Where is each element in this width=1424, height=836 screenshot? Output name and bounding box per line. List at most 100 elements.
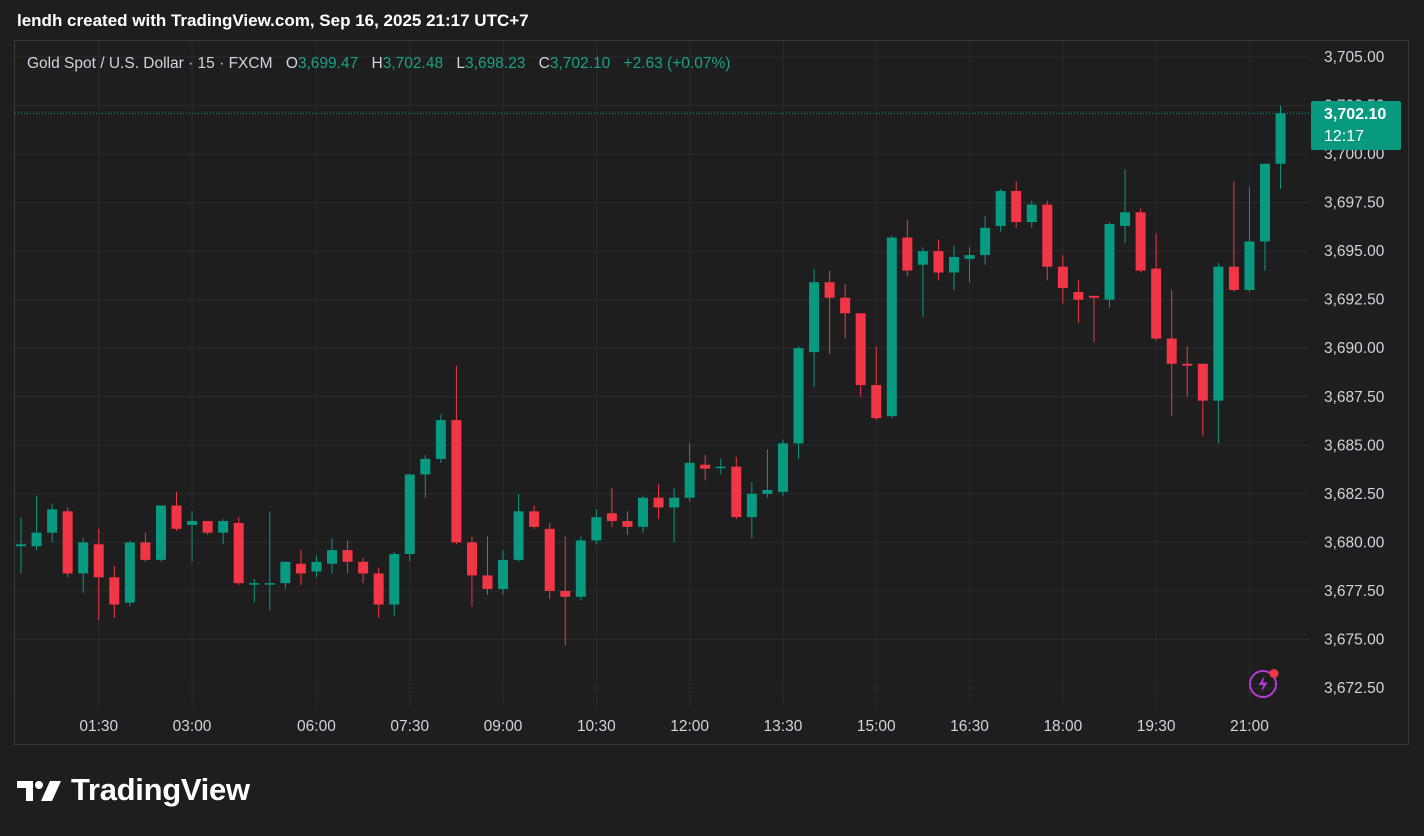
- last-price-tag: 3,702.10 12:17: [1311, 101, 1401, 150]
- candle-body: [264, 583, 275, 585]
- candle-body: [482, 575, 493, 589]
- y-tick-label: 3,682.50: [1324, 486, 1385, 503]
- candle-body: [435, 420, 446, 459]
- y-tick-label: 3,687.50: [1324, 389, 1385, 406]
- candle-body: [31, 532, 42, 547]
- candle-body: [777, 443, 788, 492]
- price-axis: 3,705.003,702.503,700.003,697.503,695.00…: [1324, 49, 1385, 697]
- candle-body: [295, 563, 306, 574]
- x-tick-label: 15:00: [857, 718, 896, 735]
- candle-body: [187, 521, 198, 525]
- candle-body: [529, 511, 540, 527]
- y-tick-label: 3,690.00: [1324, 340, 1385, 357]
- candle-body: [311, 561, 322, 572]
- low-value: 3,698.23: [465, 55, 526, 72]
- candle-body: [47, 509, 58, 533]
- y-tick-label: 3,705.00: [1324, 49, 1385, 66]
- candle-body: [980, 227, 991, 256]
- candle-body: [669, 497, 680, 508]
- x-tick-label: 03:00: [173, 718, 212, 735]
- candle-body: [202, 521, 213, 533]
- brand-name: TradingView: [71, 772, 250, 807]
- y-tick-label: 3,680.00: [1324, 534, 1385, 551]
- candle-body: [746, 493, 757, 518]
- y-tick-label: 3,692.50: [1324, 292, 1385, 309]
- candle-body: [1166, 338, 1177, 364]
- candle-body: [124, 542, 135, 603]
- candle-body: [1104, 223, 1115, 300]
- candle-body: [684, 462, 695, 498]
- bar-countdown: 12:17: [1324, 128, 1365, 145]
- candle-body: [840, 297, 851, 314]
- x-tick-label: 09:00: [484, 718, 523, 735]
- candle-body: [93, 544, 104, 578]
- candle-body: [171, 505, 182, 529]
- last-price-value: 3,702.10: [1324, 106, 1387, 123]
- candle-body: [575, 540, 586, 597]
- candle-body: [591, 517, 602, 541]
- candle-body: [1011, 190, 1022, 223]
- candle-body: [358, 561, 369, 574]
- candle-body: [622, 521, 633, 527]
- high-value: 3,702.48: [382, 55, 444, 72]
- x-tick-label: 21:00: [1230, 718, 1269, 735]
- candle-body: [16, 544, 26, 547]
- candle-body: [1213, 266, 1224, 401]
- open-value: 3,699.47: [297, 55, 359, 72]
- candle-body: [653, 497, 664, 508]
- candle-body: [1073, 291, 1084, 300]
- candle-body: [78, 542, 89, 574]
- candle-body: [1275, 113, 1286, 164]
- y-tick-label: 3,695.00: [1324, 243, 1385, 260]
- candle-body: [544, 528, 555, 591]
- candle-body: [1135, 212, 1146, 271]
- x-tick-label: 16:30: [950, 718, 989, 735]
- candle-body: [327, 550, 337, 564]
- candle-body: [886, 237, 897, 417]
- x-tick-label: 18:00: [1043, 718, 1082, 735]
- candle-body: [560, 590, 571, 597]
- candle-body: [1197, 363, 1208, 401]
- open-label: O: [285, 55, 298, 72]
- time-axis: 01:30 03:00 06:00 07:30 09:00 10:30 12:00 13:30…: [79, 718, 1269, 735]
- brand[interactable]: TradingView: [17, 772, 250, 808]
- y-tick-label: 3,677.50: [1324, 583, 1385, 600]
- candles: [16, 105, 1286, 646]
- candle-body: [1228, 266, 1239, 290]
- x-tick-label: 10:30: [577, 718, 616, 735]
- candle-body: [451, 420, 462, 543]
- y-tick-label: 3,675.00: [1324, 631, 1385, 648]
- candle-body: [995, 190, 1006, 226]
- candle-body: [109, 577, 120, 605]
- x-tick-label: 13:30: [764, 718, 803, 735]
- chart-caption: lendh created with TradingView.com, Sep …: [17, 11, 529, 30]
- y-tick-label: 3,685.00: [1324, 437, 1385, 454]
- y-tick-label: 3,672.50: [1324, 680, 1385, 697]
- candle-body: [871, 385, 882, 419]
- candle-body: [1260, 163, 1270, 242]
- change-value: +2.63 (+0.07%): [623, 55, 731, 72]
- candle-body: [964, 255, 975, 259]
- lightning-alert-icon[interactable]: [1248, 668, 1279, 699]
- candle-body: [793, 348, 804, 444]
- candle-body: [700, 464, 711, 469]
- symbol-label[interactable]: Gold Spot / U.S. Dollar · 15 · FXCM: [27, 55, 273, 72]
- candle-body: [233, 522, 244, 584]
- y-tick-label: 3,700.00: [1324, 146, 1385, 163]
- candle-body: [917, 251, 928, 265]
- high-label: H: [371, 55, 383, 72]
- candle-body: [218, 521, 229, 533]
- candle-body: [902, 237, 913, 271]
- candle-body: [249, 583, 260, 585]
- candle-body: [498, 559, 509, 589]
- candle-body: [342, 550, 353, 562]
- x-tick-label: 19:30: [1137, 718, 1176, 735]
- candle-body: [824, 282, 835, 298]
- candle-body: [373, 573, 384, 605]
- candle-body: [1120, 212, 1131, 226]
- chart-frame[interactable]: [14, 40, 1409, 745]
- candle-body: [855, 313, 866, 386]
- chart-legend: Gold Spot / U.S. Dollar · 15 · FXCM O3,6…: [27, 55, 730, 73]
- close-label: C: [538, 55, 550, 72]
